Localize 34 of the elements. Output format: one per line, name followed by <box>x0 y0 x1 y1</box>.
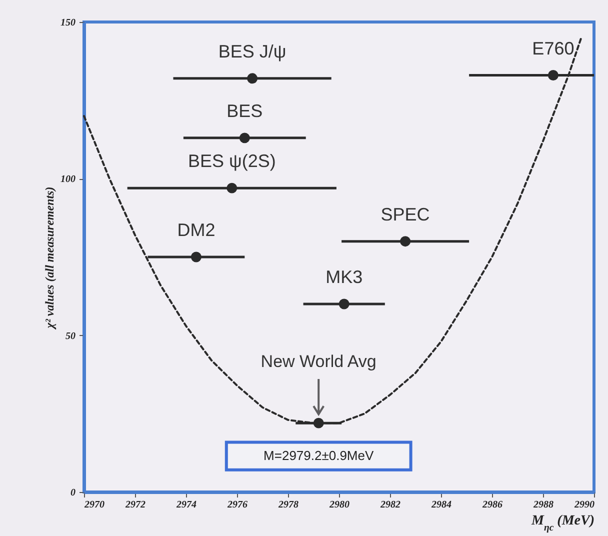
point <box>247 73 258 84</box>
y-tick-label: 100 <box>60 174 76 186</box>
x-tick-label: 2978 <box>278 500 298 510</box>
y-tick-label: 0 <box>70 488 76 498</box>
point <box>338 298 350 310</box>
x-tick-label: 2984 <box>430 500 452 510</box>
x-tick-label: 2976 <box>226 500 248 510</box>
x-tick-label: 2982 <box>380 500 400 510</box>
series-label: BES <box>226 100 263 121</box>
series-label: MK3 <box>326 267 363 287</box>
x-tick-label: 2980 <box>328 500 350 510</box>
x-tick-label: 2990 <box>574 500 594 510</box>
point <box>190 252 202 262</box>
x-tick-label: 2988 <box>532 500 554 510</box>
series-label: BES J/ψ <box>218 41 286 62</box>
y-tick-label: 150 <box>60 18 76 28</box>
point <box>226 182 238 194</box>
x-tick-label: 2974 <box>176 500 196 510</box>
series-label: DM2 <box>177 220 216 240</box>
annotation: M=2979.2±0.9MeV <box>264 448 374 464</box>
x-tick-label: 2970 <box>84 500 104 510</box>
x-tick-label: 2986 <box>482 500 502 510</box>
point <box>239 132 250 144</box>
point <box>548 70 558 80</box>
y-axis-title: χ² values (all measurements) <box>42 186 56 330</box>
series-label: E760 <box>532 38 574 58</box>
series-label: BES ψ(2S) <box>188 151 276 172</box>
series-label: SPEC <box>380 204 430 224</box>
point <box>313 418 324 428</box>
annotation: New World Avg <box>260 352 376 372</box>
y-tick-label: 50 <box>66 330 76 342</box>
x-axis-title: M$_{ηc}$ (MeV) <box>530 514 594 533</box>
x-tick-label: 2972 <box>124 500 146 510</box>
point <box>400 236 411 247</box>
